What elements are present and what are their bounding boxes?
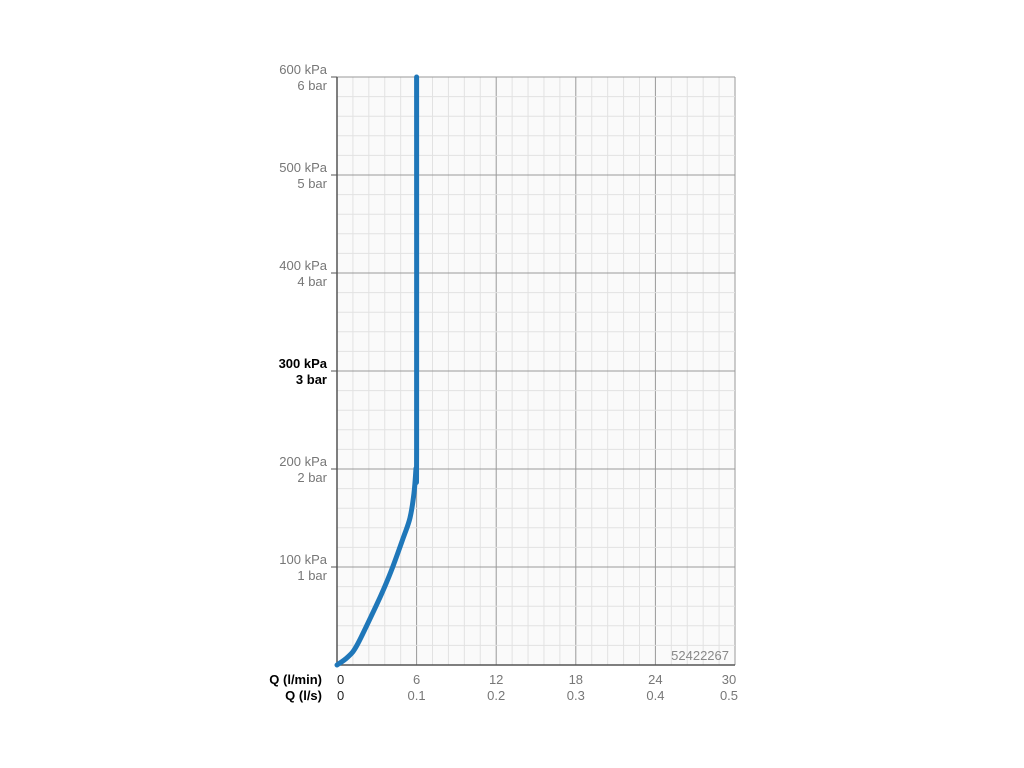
y-tick-label-bar: 5 bar [297,176,327,191]
x-tick-label: 0 [337,688,344,703]
y-tick-label-bar: 4 bar [297,274,327,289]
x-tick-label: 0.1 [408,688,426,703]
x-tick-label: 0.5 [720,688,738,703]
x-tick-label: 0 [337,672,344,687]
x-tick-label: 0.3 [567,688,585,703]
x-tick-label: 6 [413,672,420,687]
y-tick-label-kpa: 600 kPa [279,62,327,77]
series-line [334,74,420,668]
y-tick-label-bar: 2 bar [297,470,327,485]
x-tick-label: 30 [722,672,736,687]
x-tick-label: 24 [648,672,662,687]
x-tick-label: 18 [569,672,583,687]
y-tick-label-bar: 3 bar [296,372,327,387]
x-tick-label: 12 [489,672,503,687]
x-axis: Q (l/min) 0 6 12 18 24 30 Q (l/s) 0 0.1 0.2 0.3 0.4 0… [269,672,738,703]
y-tick-label-kpa: 100 kPa [279,552,327,567]
product-id-label: 52422267 [671,648,729,663]
x-tick-label: 0.2 [487,688,505,703]
x-tick-label: 0.4 [646,688,664,703]
y-tick-label-kpa: 300 kPa [279,356,328,371]
y-tick-label-bar: 1 bar [297,568,327,583]
y-tick-label-kpa: 400 kPa [279,258,327,273]
x-axis-label: Q (l/min) [269,672,322,687]
x-axis-label: Q (l/s) [285,688,322,703]
y-tick-label-bar: 6 bar [297,78,327,93]
y-tick-label-kpa: 500 kPa [279,160,327,175]
y-tick-label-kpa: 200 kPa [279,454,327,469]
